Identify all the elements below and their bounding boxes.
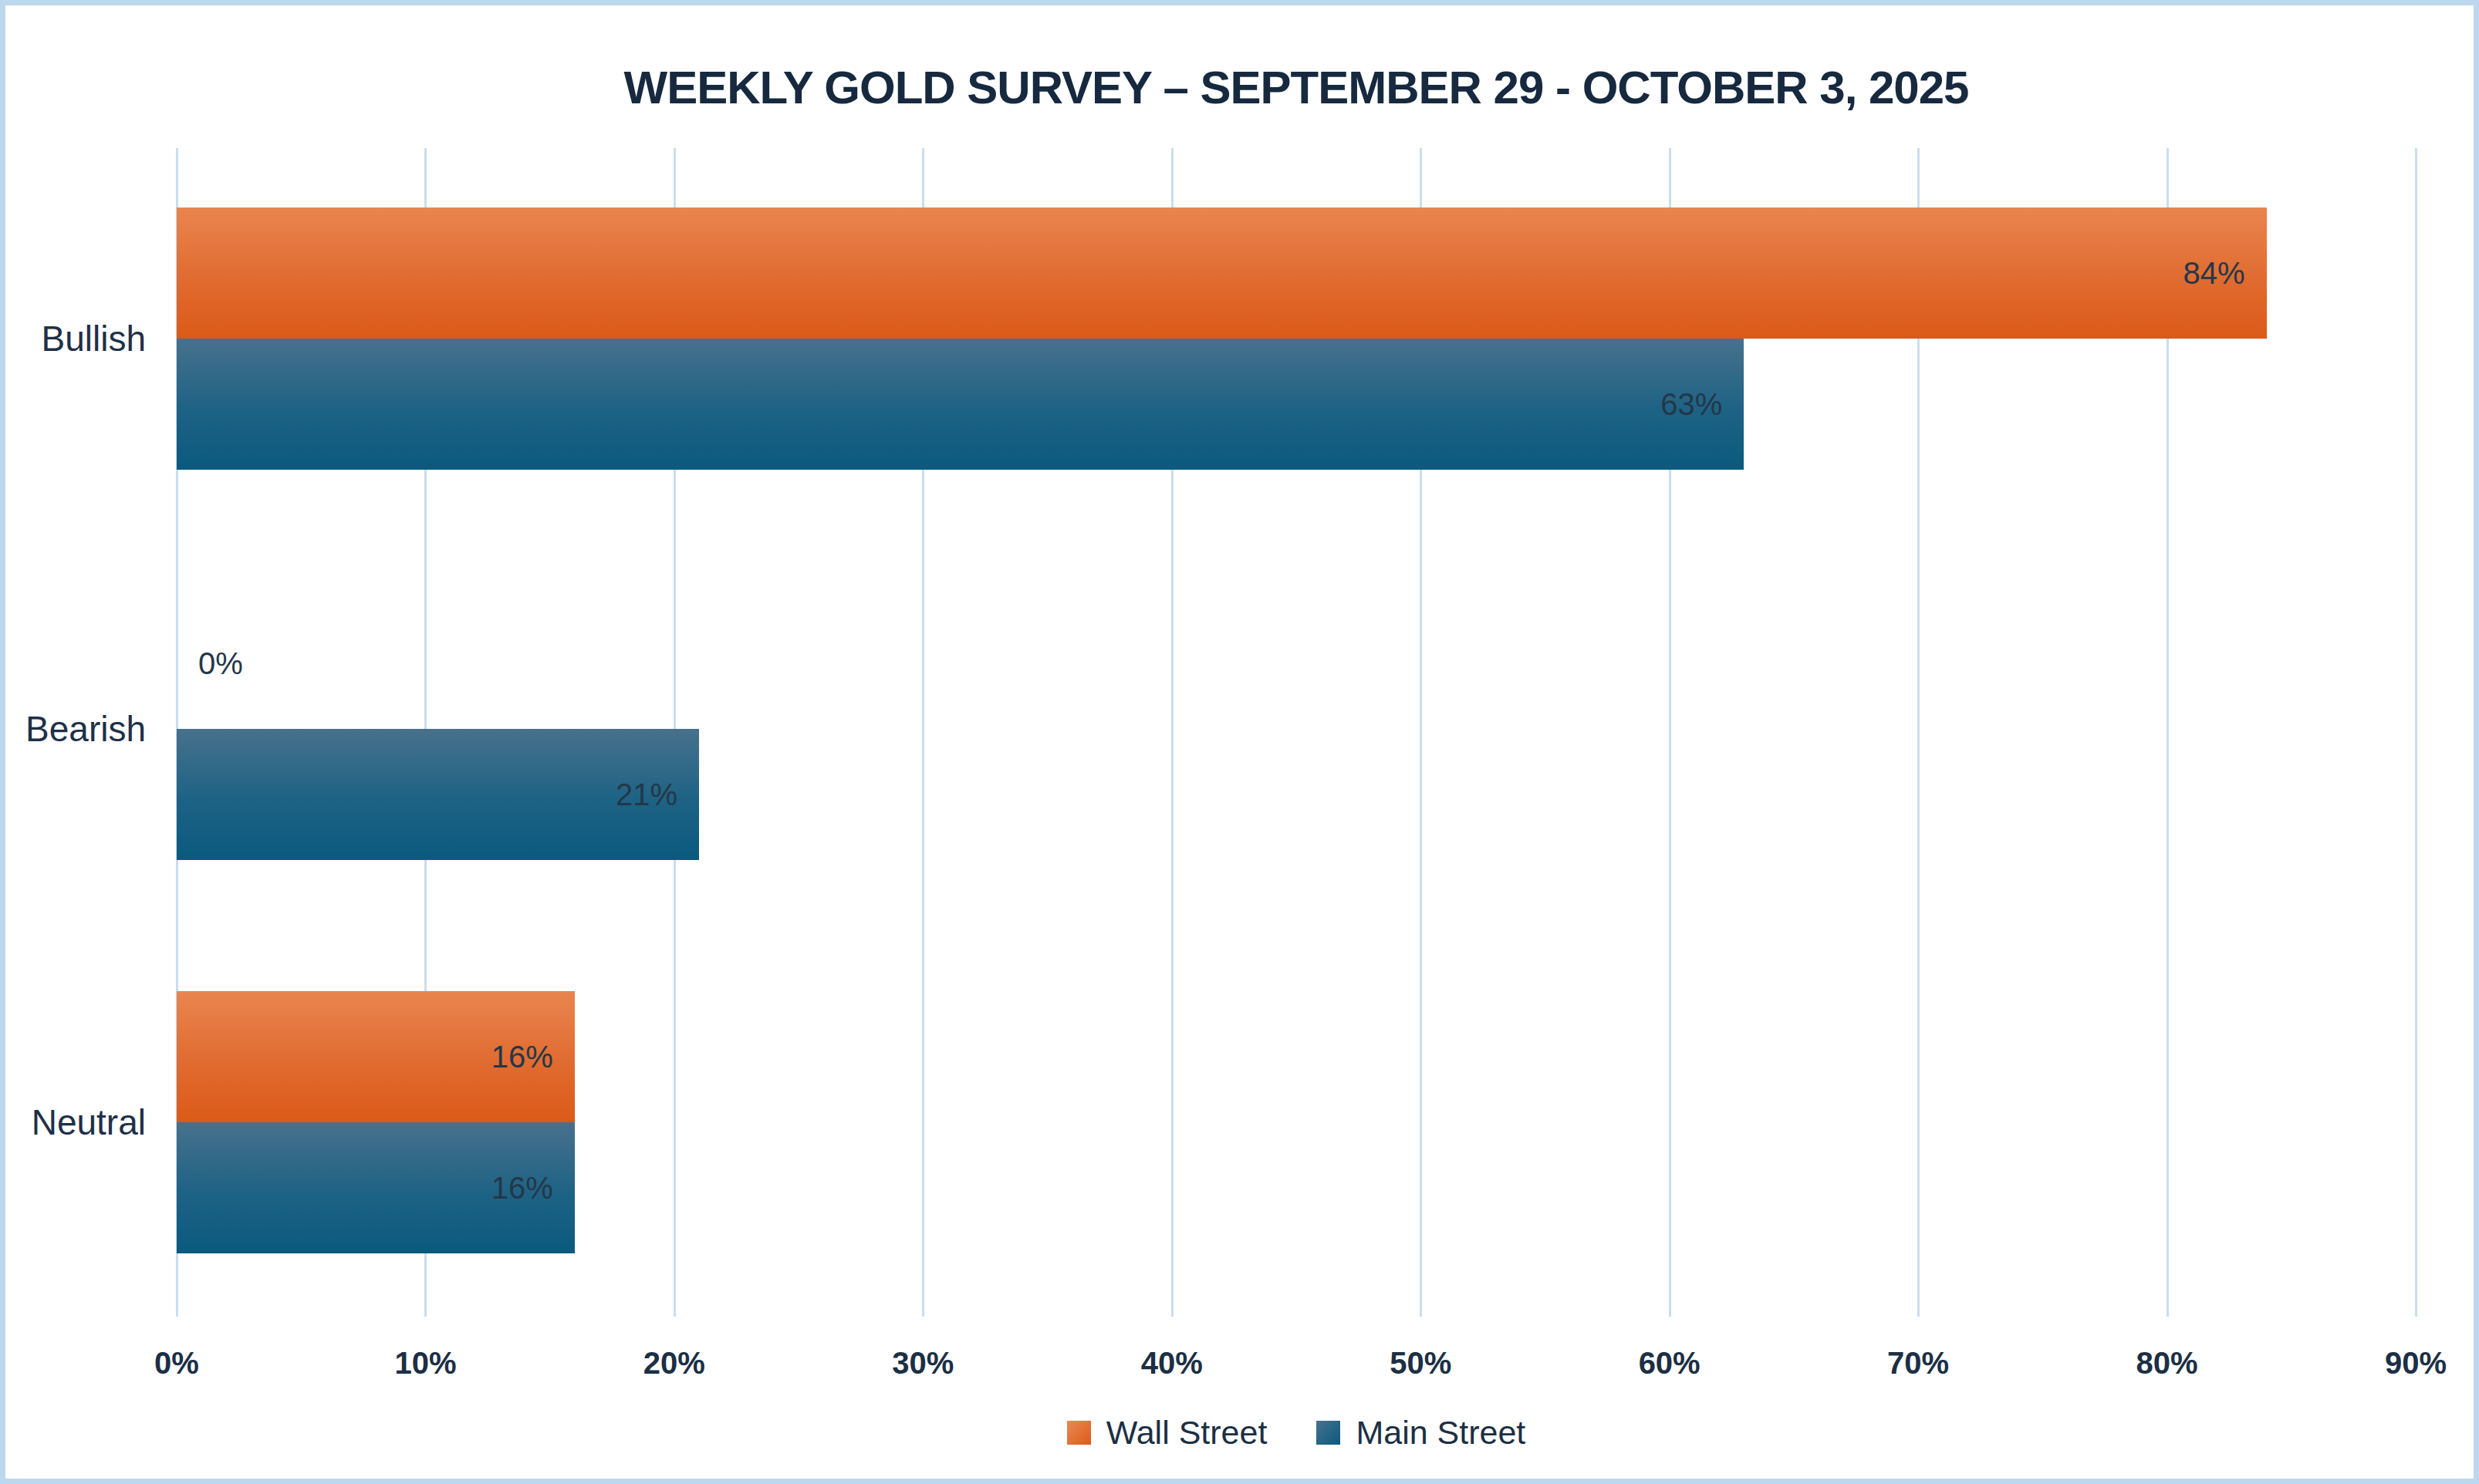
- bar-value-label-main-street-bullish: 63%: [1660, 387, 1722, 422]
- x-tick-label-70: 70%: [1887, 1346, 1949, 1381]
- x-tick-label-80: 80%: [2136, 1346, 2198, 1381]
- main-street-swatch-icon: [1316, 1421, 1340, 1445]
- legend: Wall Street Main Street: [177, 1414, 2416, 1452]
- bar-main-street-neutral: 16%: [177, 1122, 575, 1253]
- bar-value-label-main-street-neutral: 16%: [491, 1171, 553, 1206]
- chart-title: WEEKLY GOLD SURVEY – SEPTEMBER 29 - OCTO…: [177, 61, 2416, 114]
- bar-wall-street-bullish: 84%: [177, 207, 2267, 339]
- gridline-90: [2415, 148, 2417, 1317]
- category-label-neutral: Neutral: [32, 1101, 146, 1143]
- bar-value-label-main-street-bearish: 21%: [616, 777, 677, 812]
- bar-main-street-bullish: 63%: [177, 339, 1744, 470]
- x-tick-label-30: 30%: [892, 1346, 954, 1381]
- bar-wall-street-neutral: 16%: [177, 991, 575, 1122]
- plot-area: 84% 63% 0% 21% 16% 16%: [177, 148, 2416, 1317]
- chart-frame: WEEKLY GOLD SURVEY – SEPTEMBER 29 - OCTO…: [0, 0, 2479, 1484]
- x-tick-label-0: 0%: [154, 1346, 199, 1381]
- bar-main-street-bearish: 21%: [177, 729, 699, 860]
- x-tick-label-90: 90%: [2385, 1346, 2447, 1381]
- legend-label-wall-street: Wall Street: [1106, 1414, 1268, 1452]
- x-axis: 0%10%20%30%40%50%60%70%80%90%: [177, 1317, 2416, 1401]
- wall-street-swatch-icon: [1067, 1421, 1091, 1445]
- category-axis: Bullish Bearish Neutral: [5, 148, 146, 1317]
- x-tick-label-10: 10%: [394, 1346, 456, 1381]
- x-tick-label-60: 60%: [1639, 1346, 1701, 1381]
- category-label-bearish: Bearish: [25, 708, 146, 750]
- x-tick-label-40: 40%: [1141, 1346, 1203, 1381]
- bar-value-label-wall-street-neutral: 16%: [491, 1040, 553, 1074]
- legend-item-wall-street: Wall Street: [1067, 1414, 1268, 1452]
- category-label-bullish: Bullish: [41, 318, 146, 359]
- bar-value-label-wall-street-bearish: 0%: [198, 646, 243, 681]
- legend-item-main-street: Main Street: [1316, 1414, 1525, 1452]
- x-tick-label-50: 50%: [1390, 1346, 1451, 1381]
- legend-label-main-street: Main Street: [1356, 1414, 1525, 1452]
- bar-value-label-wall-street-bullish: 84%: [2183, 256, 2244, 291]
- x-tick-label-20: 20%: [643, 1346, 705, 1381]
